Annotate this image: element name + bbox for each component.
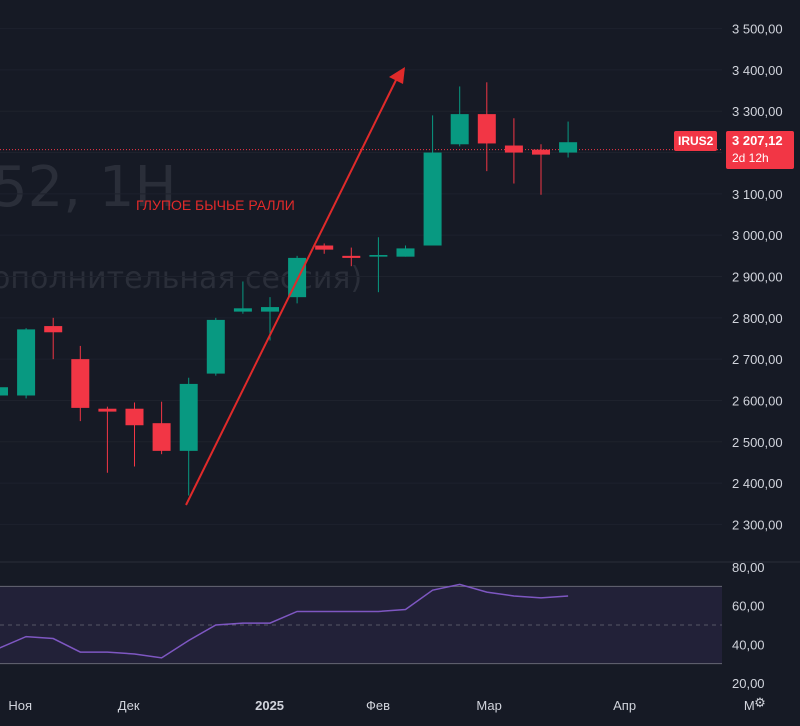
rsi-levels <box>0 585 722 665</box>
candle-body <box>315 245 334 250</box>
current-price-value: 3 207,12 <box>732 133 783 148</box>
time-tick-label: Ноя <box>8 698 32 713</box>
candle-body <box>342 255 361 258</box>
grid <box>0 28 722 525</box>
candle <box>450 86 469 147</box>
candle <box>125 402 144 467</box>
candle-body <box>532 149 550 155</box>
time-axis[interactable]: Ноя Дек 2025 Фев Мар Апр М <box>8 698 754 713</box>
rsi-tick-label: 20,00 <box>732 676 765 691</box>
candle <box>71 345 90 422</box>
watermark-session: ополнительная сессия) <box>0 261 362 296</box>
candle-body <box>0 387 8 396</box>
candle <box>342 247 361 267</box>
rsi-line <box>0 583 569 659</box>
price-tick-label: 2 500,00 <box>732 435 783 450</box>
time-tick-label: 2025 <box>255 698 284 713</box>
trend-arrow-head <box>389 67 405 84</box>
time-tick-label: Фев <box>366 698 390 713</box>
candle-body <box>71 359 90 408</box>
rsi-tick-label: 80,00 <box>732 560 765 575</box>
candle-body <box>423 152 442 246</box>
price-tick-label: 2 600,00 <box>732 393 783 408</box>
price-tick-label: 3 400,00 <box>732 63 783 78</box>
price-tick-label: 3 300,00 <box>732 104 783 119</box>
rsi-panel <box>0 567 722 687</box>
candle-body <box>179 383 198 451</box>
price-tick-label: 3 500,00 <box>732 22 783 37</box>
candle <box>98 406 117 473</box>
time-tick-label: Мар <box>476 698 501 713</box>
candle-body <box>233 308 252 312</box>
rsi-axis[interactable]: 20,00 40,00 60,00 80,00 <box>732 560 765 691</box>
candle-body <box>125 408 144 426</box>
candle-body <box>369 255 388 257</box>
annotation-text: ГЛУПОЕ БЫЧЬЕ РАЛЛИ <box>136 197 295 213</box>
price-tick-label: 3 000,00 <box>732 228 783 243</box>
candle-body <box>504 145 523 153</box>
price-tick-label: 2 900,00 <box>732 270 783 285</box>
candle <box>233 281 252 314</box>
candle <box>17 328 36 399</box>
candle <box>532 144 550 195</box>
price-tick-label: 3 100,00 <box>732 187 783 202</box>
trend-arrow-line <box>185 71 401 506</box>
candle <box>504 118 523 184</box>
candle-body <box>206 319 225 374</box>
price-axis[interactable]: 2 300,00 2 400,00 2 500,00 2 600,00 2 700,00… <box>732 22 783 533</box>
time-tick-label: М <box>744 698 755 713</box>
candle <box>423 115 442 246</box>
candle-body <box>17 329 36 396</box>
price-tick-label: 2 400,00 <box>732 476 783 491</box>
candle-body <box>396 248 415 257</box>
rsi-tick-label: 40,00 <box>732 637 765 652</box>
rsi-tick-label: 60,00 <box>732 599 765 614</box>
candle-countdown: 2d 12h <box>732 151 769 165</box>
candle-body <box>559 142 578 153</box>
candle-body <box>98 408 117 412</box>
candle <box>315 243 334 254</box>
watermark: 52, 1H ополнительная сессия) <box>0 155 362 296</box>
watermark-symbol: 52, 1H <box>0 155 177 220</box>
candle <box>477 82 496 172</box>
price-tick-label: 2 300,00 <box>732 517 783 532</box>
candle <box>206 317 225 376</box>
candle-body <box>450 114 469 145</box>
candle-body <box>261 307 279 312</box>
candle <box>44 317 63 360</box>
candle-body <box>44 326 63 333</box>
price-tick-label: 2 800,00 <box>732 311 783 326</box>
candle <box>0 387 8 396</box>
price-tick-label: 2 700,00 <box>732 352 783 367</box>
current-price-label: 3 207,12 2d 12h <box>726 131 794 169</box>
symbol-price-tag: IRUS2 <box>674 131 718 151</box>
candle-body <box>477 114 496 144</box>
time-tick-label: Апр <box>613 698 636 713</box>
candle <box>396 245 415 257</box>
candle <box>152 401 171 455</box>
gear-icon[interactable]: ⚙ <box>754 696 766 711</box>
time-tick-label: Дек <box>118 698 140 713</box>
candle-body <box>152 423 171 451</box>
candle <box>369 237 388 293</box>
candle <box>179 377 198 496</box>
candle <box>559 121 578 158</box>
